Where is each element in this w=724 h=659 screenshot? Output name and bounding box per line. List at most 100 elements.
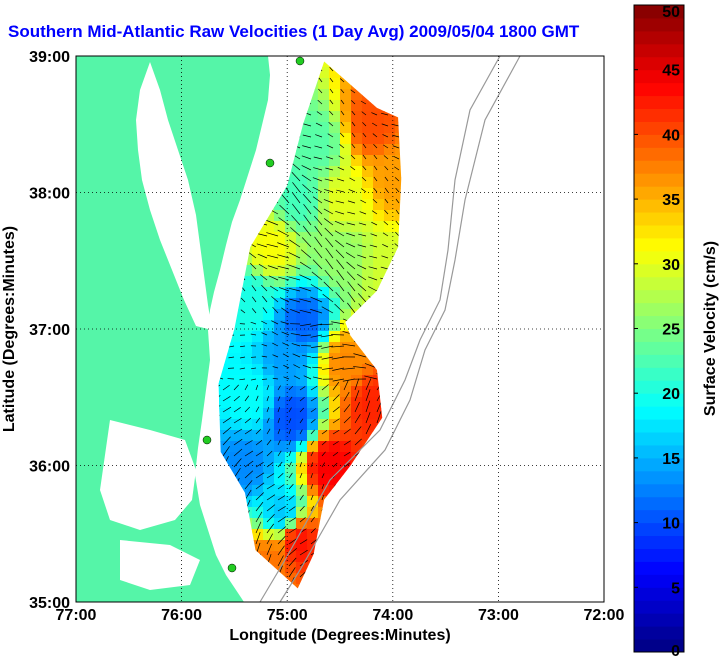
velocity-vector: [365, 424, 372, 435]
velocity-vector: [395, 187, 400, 193]
velocity-cell: [340, 133, 352, 145]
velocity-cell: [241, 419, 253, 431]
velocity-cell: [384, 155, 396, 167]
velocity-vector: [321, 430, 328, 435]
velocity-vector: [255, 521, 262, 534]
velocity-cell: [285, 496, 297, 508]
velocity-vector: [332, 381, 340, 391]
velocity-cell: [274, 386, 286, 398]
velocity-vector: [248, 252, 257, 259]
velocity-cell: [329, 210, 341, 222]
velocity-vector: [255, 428, 262, 435]
velocity-vector: [332, 378, 345, 382]
colorbar-label: Surface Velocity (cm/s): [702, 241, 719, 416]
velocity-vector: [272, 306, 279, 314]
colorbar-segment: [634, 302, 684, 317]
velocity-vector: [299, 286, 312, 292]
velocity-cell: [285, 243, 297, 255]
velocity-cell: [329, 397, 341, 409]
velocity-vector: [255, 451, 264, 457]
velocity-vector: [267, 265, 279, 270]
velocity-vector: [314, 225, 323, 237]
velocity-cell: [263, 419, 275, 431]
velocity-vector: [266, 220, 279, 226]
velocity-vector: [332, 367, 345, 371]
velocity-vector: [277, 461, 283, 468]
velocity-cell: [395, 221, 402, 233]
velocity-vector: [266, 385, 270, 391]
velocity-cell: [351, 243, 363, 255]
velocity-cell: [296, 496, 308, 508]
velocity-vector: [288, 407, 292, 413]
velocity-vector: [353, 366, 367, 369]
velocity-cell: [252, 320, 264, 332]
velocity-vector: [288, 495, 295, 501]
velocity-vector: [218, 384, 221, 391]
velocity-cell: [318, 430, 330, 442]
velocity-vector: [291, 172, 301, 182]
velocity-vector: [271, 320, 279, 325]
velocity-cell: [274, 375, 286, 387]
velocity-vector: [240, 309, 246, 314]
velocity-vector: [362, 132, 367, 138]
velocity-vector: [357, 254, 367, 259]
velocity-vector: [301, 237, 312, 248]
velocity-cell: [340, 78, 352, 90]
velocity-vector: [354, 414, 361, 424]
velocity-vector: [261, 320, 268, 325]
velocity-vector: [277, 229, 290, 237]
velocity-cell: [252, 419, 264, 431]
velocity-cell: [307, 342, 319, 354]
velocity-vector: [324, 269, 334, 281]
velocity-cell: [340, 298, 352, 310]
velocity-vector: [321, 396, 329, 402]
velocity-cell: [329, 122, 341, 134]
velocity-cell: [362, 199, 374, 211]
velocity-vector: [291, 215, 301, 226]
velocity-vector: [251, 285, 257, 292]
velocity-cell: [263, 474, 275, 486]
velocity-cell: [241, 331, 253, 343]
velocity-cell: [274, 320, 286, 332]
bathymetry-contour: [259, 55, 501, 603]
velocity-vector: [325, 167, 334, 171]
radar-site-marker: [295, 56, 305, 66]
colorbar-segment: [634, 548, 684, 562]
velocity-vector: [291, 203, 301, 215]
velocity-cell: [307, 386, 319, 398]
velocity-cell: [285, 441, 297, 453]
velocity-vector: [271, 296, 279, 303]
velocity-cell: [285, 529, 297, 541]
velocity-vector: [277, 555, 284, 567]
velocity-cell: [274, 419, 286, 431]
velocity-vector: [371, 210, 378, 215]
velocity-cell: [351, 166, 363, 178]
velocity-cell: [241, 375, 253, 387]
velocity-cell: [307, 485, 319, 497]
velocity-vector: [271, 331, 279, 336]
velocity-vector: [320, 323, 334, 326]
velocity-vector: [222, 446, 230, 457]
colorbar-tick-label: 30: [662, 257, 680, 274]
velocity-cell: [384, 111, 396, 123]
velocity-cell: [362, 144, 374, 156]
velocity-cell: [318, 210, 330, 222]
velocity-vector: [239, 378, 246, 381]
velocity-cell: [285, 474, 297, 486]
x-tick-label: 75:00: [267, 607, 308, 624]
velocity-cell: [252, 342, 264, 354]
velocity-cell: [307, 265, 319, 277]
velocity-cell: [340, 122, 352, 134]
velocity-vector: [222, 384, 230, 391]
velocity-cell: [329, 111, 341, 123]
y-axis-label: Latitude (Degrees:Minutes): [1, 226, 18, 432]
velocity-vector: [345, 252, 356, 259]
velocity-vector: [272, 354, 279, 358]
velocity-vector: [244, 480, 253, 490]
velocity-vector: [313, 205, 323, 215]
velocity-cell: [252, 529, 264, 541]
velocity-cell: [318, 375, 330, 387]
velocity-cell: [395, 144, 402, 156]
velocity-cell: [252, 463, 264, 475]
velocity-vector: [301, 345, 312, 347]
